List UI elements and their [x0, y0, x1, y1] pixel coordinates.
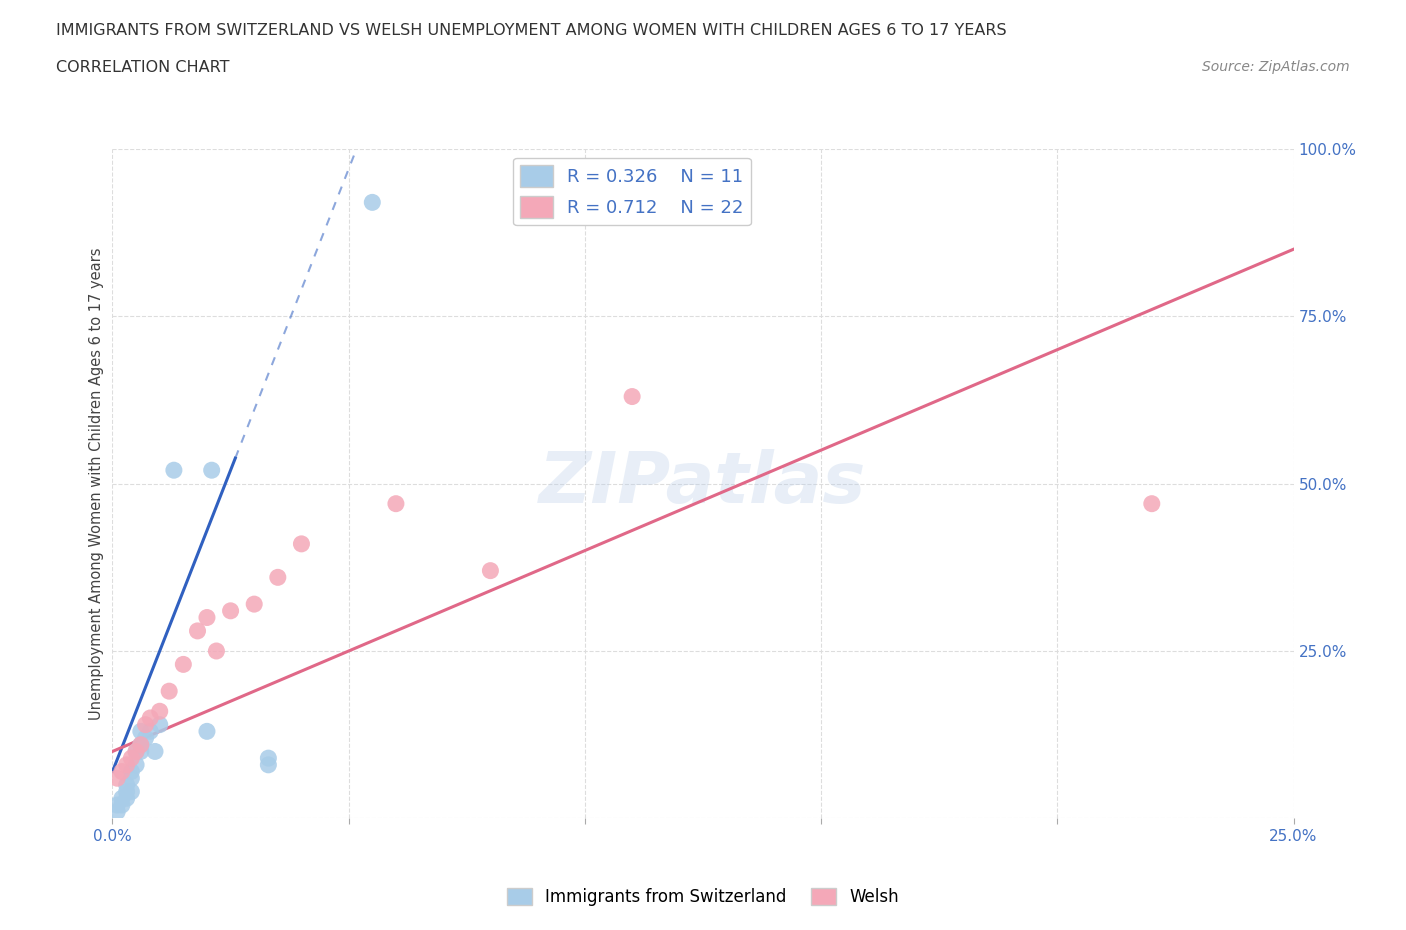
- Point: [125, 757, 148, 772]
- Point: [135, 717, 157, 732]
- Legend: Immigrants from Switzerland, Welsh: Immigrants from Switzerland, Welsh: [501, 881, 905, 912]
- Point: [135, 731, 157, 746]
- Point: [172, 657, 194, 671]
- Point: [257, 757, 280, 772]
- Point: [479, 564, 502, 578]
- Point: [385, 497, 408, 512]
- Point: [120, 771, 142, 786]
- Point: [111, 790, 134, 805]
- Point: [105, 798, 128, 813]
- Point: [621, 389, 644, 404]
- Point: [186, 623, 208, 638]
- Point: [129, 737, 152, 752]
- Point: [120, 764, 142, 779]
- Point: [120, 784, 142, 799]
- Legend: R = 0.326    N = 11, R = 0.712    N = 22: R = 0.326 N = 11, R = 0.712 N = 22: [513, 158, 751, 225]
- Y-axis label: Unemployment Among Women with Children Ages 6 to 17 years: Unemployment Among Women with Children A…: [89, 247, 104, 720]
- Point: [163, 463, 186, 478]
- Point: [157, 684, 180, 698]
- Point: [129, 737, 152, 752]
- Text: ZIPatlas: ZIPatlas: [540, 449, 866, 518]
- Text: IMMIGRANTS FROM SWITZERLAND VS WELSH UNEMPLOYMENT AMONG WOMEN WITH CHILDREN AGES: IMMIGRANTS FROM SWITZERLAND VS WELSH UNE…: [56, 23, 1007, 38]
- Point: [120, 751, 142, 765]
- Point: [243, 597, 266, 612]
- Point: [139, 724, 162, 738]
- Point: [111, 798, 134, 813]
- Point: [115, 784, 138, 799]
- Point: [257, 751, 280, 765]
- Point: [125, 744, 148, 759]
- Point: [105, 804, 128, 819]
- Point: [205, 644, 228, 658]
- Point: [1140, 497, 1163, 512]
- Point: [195, 610, 218, 625]
- Point: [139, 711, 162, 725]
- Point: [267, 570, 290, 585]
- Point: [115, 790, 138, 805]
- Point: [115, 777, 138, 792]
- Point: [149, 717, 172, 732]
- Point: [129, 724, 152, 738]
- Point: [129, 744, 152, 759]
- Point: [361, 195, 384, 210]
- Point: [125, 744, 148, 759]
- Text: Source: ZipAtlas.com: Source: ZipAtlas.com: [1202, 60, 1350, 74]
- Point: [201, 463, 224, 478]
- Point: [195, 724, 218, 738]
- Point: [111, 764, 134, 779]
- Text: CORRELATION CHART: CORRELATION CHART: [56, 60, 229, 75]
- Point: [115, 757, 138, 772]
- Point: [219, 604, 242, 618]
- Point: [149, 704, 172, 719]
- Point: [143, 744, 166, 759]
- Point: [105, 771, 128, 786]
- Point: [290, 537, 312, 551]
